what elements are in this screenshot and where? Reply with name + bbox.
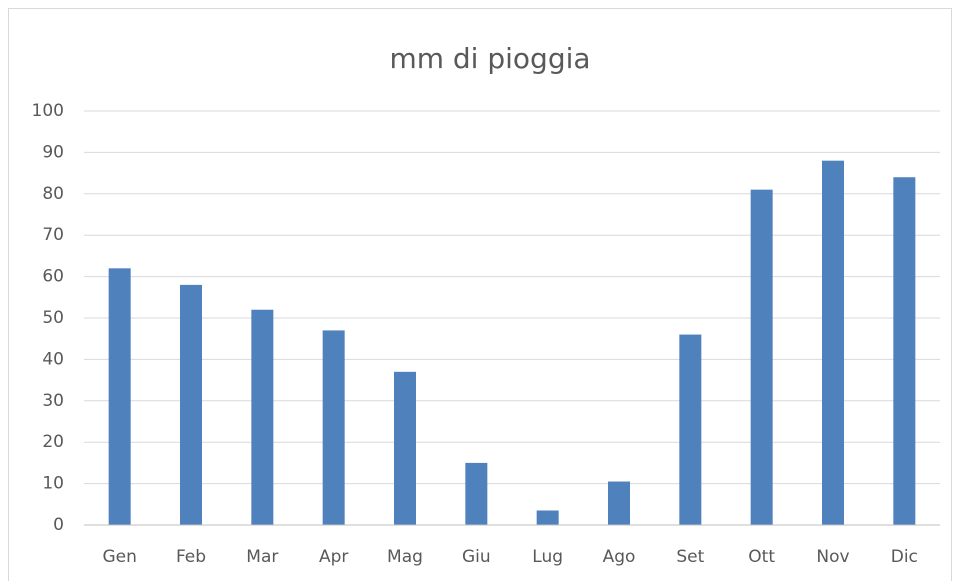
y-tick-label: 0	[53, 515, 64, 535]
bar	[465, 462, 488, 525]
bar	[750, 189, 773, 525]
y-tick-label: 20	[42, 432, 64, 452]
bar	[608, 481, 630, 525]
x-tick-label: Mar	[246, 547, 278, 567]
y-tick-label: 90	[42, 142, 64, 162]
bar	[536, 510, 559, 525]
bar	[108, 268, 131, 525]
x-tick-label: Ago	[603, 547, 636, 567]
y-tick-label: 10	[42, 474, 64, 494]
x-tick-label: Nov	[816, 547, 849, 567]
y-tick-label: 80	[42, 184, 64, 204]
x-tick-label: Set	[676, 547, 704, 567]
bar	[251, 309, 274, 525]
x-tick-label: Lug	[532, 547, 563, 567]
y-tick-label: 70	[42, 225, 64, 245]
y-tick-label: 30	[42, 391, 64, 411]
y-tick-label: 50	[42, 308, 64, 328]
bar	[322, 330, 345, 525]
x-tick-label: Giu	[462, 547, 491, 567]
x-tick-label: Gen	[102, 547, 136, 567]
y-tick-label: 60	[42, 267, 64, 287]
x-tick-label: Apr	[319, 547, 348, 567]
x-tick-label: Mag	[387, 547, 423, 567]
bar	[679, 334, 702, 525]
x-tick-label: Ott	[748, 547, 775, 567]
bar	[394, 371, 416, 525]
bar	[822, 160, 844, 525]
x-tick-label: Dic	[891, 547, 918, 567]
y-tick-label: 100	[32, 101, 64, 121]
x-tick-label: Feb	[176, 547, 206, 567]
bar	[893, 177, 916, 526]
y-tick-label: 40	[42, 349, 64, 369]
chart-title: mm di pioggia	[389, 42, 590, 75]
bar	[180, 284, 202, 525]
